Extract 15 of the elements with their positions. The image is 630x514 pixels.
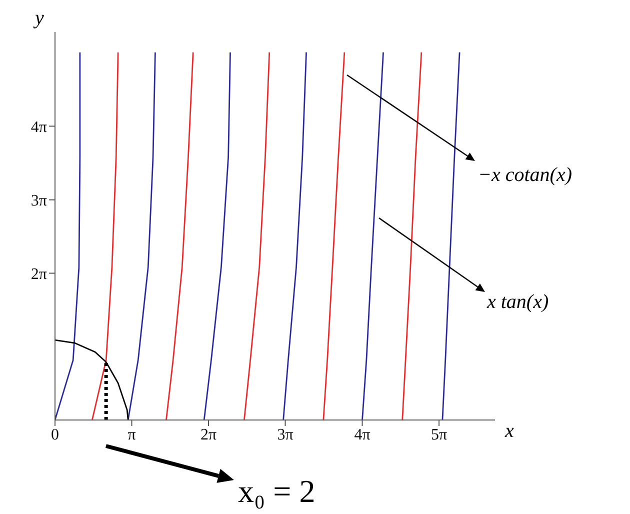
x-tick-label: π <box>128 426 136 444</box>
y-tick-label: 2π <box>30 266 47 283</box>
x-tick-label: 3π <box>277 426 294 444</box>
text: x₀ = 2 <box>238 473 316 509</box>
x-tick-label: 0 <box>51 426 59 444</box>
x-tick-label: 2π <box>200 426 217 444</box>
y-tick-label: 3π <box>30 192 47 210</box>
y-axis-title: y <box>33 7 44 29</box>
x-tick-label: 4π <box>354 426 370 444</box>
text: −x cotan(x) <box>478 164 572 186</box>
line-series <box>55 339 129 420</box>
series-label: x tan(x) <box>486 291 549 313</box>
x-axis-title: x <box>504 420 514 442</box>
x-tick-label: 5π <box>430 426 448 444</box>
y-tick-label: 4π <box>30 118 47 136</box>
